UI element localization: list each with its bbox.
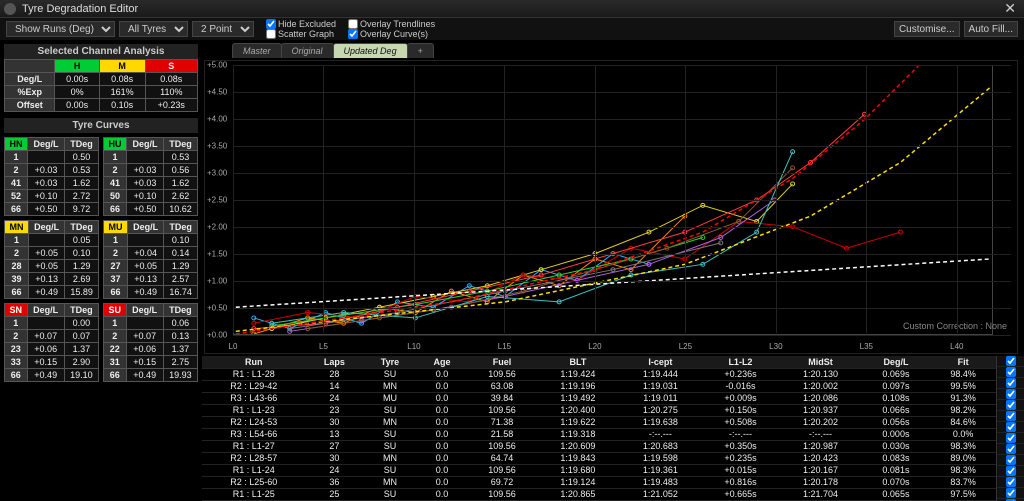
table-row[interactable]: R2 : L29-4214MN0.063.081:19.1961:19.031-…	[202, 380, 996, 392]
table-row[interactable]: R1 : L1-2525SU0.0109.561:20.8651:21.052+…	[202, 488, 996, 500]
customise-button[interactable]: Customise...	[894, 21, 960, 37]
table-row[interactable]: R3 : L43-6624MU0.039.841:19.4921:19.011+…	[202, 392, 996, 404]
run-data-table: RunLapsTyreAgeFuelBLTI-ceptL1-L2MidStDeg…	[202, 356, 996, 501]
x-tick-label: L5	[319, 342, 328, 351]
checkbox-group-2: Overlay Trendlines Overlay Curve(s)	[348, 19, 435, 39]
hide-excluded-check[interactable]: Hide Excluded	[266, 19, 336, 29]
row-include-checkbox[interactable]	[1006, 444, 1016, 454]
tab-original[interactable]: Original	[281, 43, 334, 58]
y-tick-label: +1.50	[207, 250, 227, 259]
app-icon	[4, 3, 16, 15]
y-tick-label: +2.50	[207, 196, 227, 205]
y-tick-label: +4.00	[207, 115, 227, 124]
y-tick-label: +3.50	[207, 142, 227, 151]
row-include-checkbox[interactable]	[1006, 422, 1016, 432]
zpoint-select[interactable]: 2 Point	[192, 21, 254, 37]
overlay-curves-check[interactable]: Overlay Curve(s)	[348, 29, 435, 39]
table-row[interactable]: R2 : L28-5730MN0.064.741:19.8431:19.598+…	[202, 452, 996, 464]
curve-table-HN: HNDeg/LTDeg10.502+0.030.5341+0.031.6252+…	[4, 137, 99, 216]
y-tick-label: +0.00	[207, 331, 227, 340]
y-tick-label: +1.00	[207, 277, 227, 286]
close-icon[interactable]: ✕	[1000, 0, 1020, 17]
table-row[interactable]: R1 : L1-2727SU0.0109.561:20.6091:20.683+…	[202, 440, 996, 452]
tyre-curves-title: Tyre Curves	[4, 118, 198, 133]
row-include-checkbox[interactable]	[1006, 455, 1016, 465]
table-row[interactable]: R2 : L25-6036MN0.069.721:19.1241:19.483+…	[202, 476, 996, 488]
table-row[interactable]: R2 : L24-5330MN0.071.381:19.6221:19.638+…	[202, 416, 996, 428]
right-panel: MasterOriginalUpdated Deg+ Custom Correc…	[202, 40, 1024, 501]
checkbox-group-1: Hide Excluded Scatter Graph	[266, 19, 336, 39]
row-check-column	[996, 356, 1024, 501]
scatter-graph-checkbox[interactable]	[266, 29, 276, 39]
chart-area[interactable]: Custom Correction : None +5.00 +4.50 +4.00…	[204, 60, 1018, 354]
hide-excluded-checkbox[interactable]	[266, 19, 276, 29]
tab-master[interactable]: Master	[232, 43, 282, 58]
curve-table-MU: MUDeg/LTDeg10.102+0.040.1427+0.051.2937+…	[103, 220, 198, 299]
data-panel: RunLapsTyreAgeFuelBLTI-ceptL1-L2MidStDeg…	[202, 356, 1024, 501]
row-include-checkbox[interactable]	[1006, 488, 1016, 498]
x-tick-label: L10	[407, 342, 420, 351]
curve-table-MN: MNDeg/LTDeg10.052+0.050.1028+0.051.2939+…	[4, 220, 99, 299]
curve-table-SU: SUDeg/LTDeg10.062+0.070.1322+0.061.3731+…	[103, 303, 198, 382]
custom-correction-label: Custom Correction : None	[903, 321, 1007, 331]
table-row[interactable]: R1 : L1-2828SU0.0109.561:19.4241:19.444+…	[202, 368, 996, 380]
row-include-checkbox[interactable]	[1006, 433, 1016, 443]
x-tick-label: L30	[769, 342, 782, 351]
y-tick-label: +2.00	[207, 223, 227, 232]
row-include-checkbox[interactable]	[1006, 477, 1016, 487]
row-include-checkbox[interactable]	[1006, 411, 1016, 421]
tab--[interactable]: +	[407, 43, 434, 58]
table-row[interactable]: R3 : L54-6613SU0.021.581:19.318-:--.----…	[202, 428, 996, 440]
left-panel: Selected Channel Analysis HMSDeg/L0.00s0…	[0, 40, 202, 501]
titlebar: Tyre Degradation Editor ✕	[0, 0, 1024, 18]
y-tick-label: +4.50	[207, 88, 227, 97]
autofill-button[interactable]: Auto Fill...	[964, 21, 1018, 37]
toolbar: Show Runs (Deg) All Tyres 2 Point Hide E…	[0, 18, 1024, 40]
row-include-checkbox[interactable]	[1006, 400, 1016, 410]
curve-table-HU: HUDeg/LTDeg10.532+0.030.5641+0.031.6250+…	[103, 137, 198, 216]
table-row[interactable]: R1 : L1-2424SU0.0109.561:19.6801:19.361+…	[202, 464, 996, 476]
x-tick-label: L20	[588, 342, 601, 351]
overlay-trendlines-check[interactable]: Overlay Trendlines	[348, 19, 435, 29]
row-include-checkbox[interactable]	[1006, 367, 1016, 377]
channel-analysis-table: HMSDeg/L0.00s0.08s0.08s%Exp0%161%110%Off…	[4, 59, 198, 112]
overlay-trendlines-checkbox[interactable]	[348, 19, 358, 29]
y-tick-label: +3.00	[207, 169, 227, 178]
y-tick-label: +0.50	[207, 304, 227, 313]
channel-analysis-title: Selected Channel Analysis	[4, 44, 198, 59]
x-tick-label: L15	[498, 342, 511, 351]
x-tick-label: L40	[950, 342, 963, 351]
row-include-checkbox[interactable]	[1006, 378, 1016, 388]
x-tick-label: L35	[860, 342, 873, 351]
x-tick-label: L0	[229, 342, 238, 351]
overlay-curves-checkbox[interactable]	[348, 29, 358, 39]
y-tick-label: +5.00	[207, 61, 227, 70]
row-include-checkbox[interactable]	[1006, 466, 1016, 476]
tyres-select[interactable]: All Tyres	[119, 21, 188, 37]
row-include-checkbox[interactable]	[1006, 356, 1016, 366]
scatter-graph-check[interactable]: Scatter Graph	[266, 29, 336, 39]
tab-updated-deg[interactable]: Updated Deg	[333, 43, 408, 58]
tab-row: MasterOriginalUpdated Deg+	[202, 40, 1024, 58]
window-title: Tyre Degradation Editor	[22, 3, 1000, 15]
show-runs-select[interactable]: Show Runs (Deg)	[6, 21, 115, 37]
curve-table-SN: SNDeg/LTDeg10.002+0.070.0723+0.061.3733+…	[4, 303, 99, 382]
row-include-checkbox[interactable]	[1006, 389, 1016, 399]
table-row[interactable]: R1 : L1-2323SU0.0109.561:20.4001:20.275+…	[202, 404, 996, 416]
x-tick-label: L25	[679, 342, 692, 351]
